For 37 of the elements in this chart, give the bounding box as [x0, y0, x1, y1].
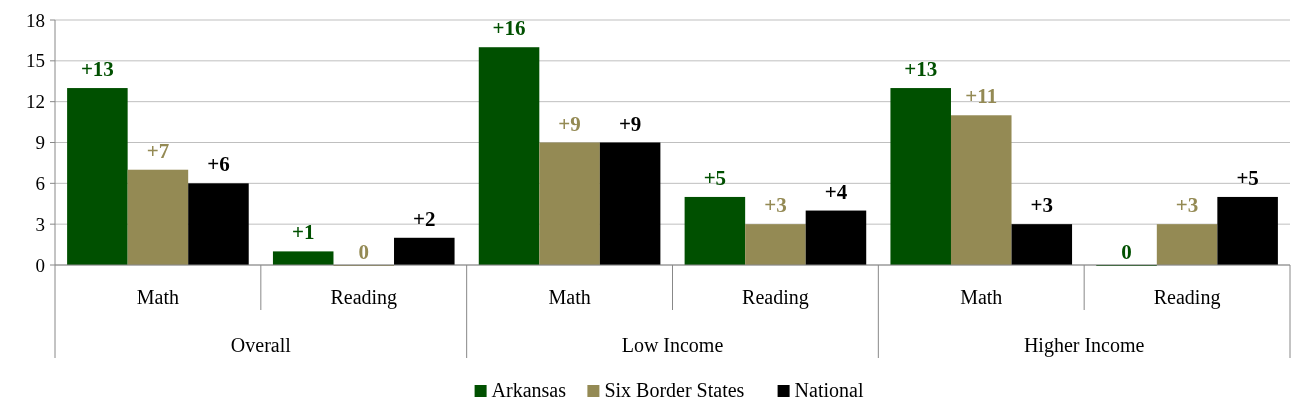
- legend-label: Six Border States: [604, 379, 745, 401]
- y-tick-label: 6: [35, 172, 45, 194]
- y-tick-label: 18: [26, 9, 45, 31]
- data-label: 0: [358, 240, 369, 264]
- y-tick-label: 9: [35, 132, 45, 154]
- legend-label: Arkansas: [491, 379, 567, 401]
- data-label: +7: [146, 138, 170, 163]
- data-label: +9: [558, 111, 581, 136]
- data-label: +13: [80, 57, 114, 82]
- data-label: +3: [764, 193, 787, 218]
- data-label: +9: [618, 111, 642, 136]
- data-label: +16: [492, 16, 526, 41]
- x-tick-label: Reading: [1153, 286, 1221, 309]
- text: Higher Income: [1023, 334, 1145, 357]
- y-tick-label: 15: [26, 50, 45, 72]
- data-label: +3: [1030, 193, 1054, 218]
- data-label: +5: [703, 165, 727, 190]
- data-label: +13: [904, 57, 938, 82]
- data-label: +5: [1236, 165, 1259, 190]
- data-label: +1: [291, 220, 315, 245]
- data-label: +2: [413, 206, 436, 231]
- x-tick-label: Math: [548, 286, 591, 308]
- data-label: +6: [207, 152, 230, 177]
- legend-label: National: [794, 379, 864, 401]
- x-tick-label: Reading: [330, 286, 398, 309]
- y-tick-label: 3: [35, 213, 45, 235]
- text: Overall: [230, 334, 292, 356]
- y-tick-label: 0: [35, 254, 45, 276]
- data-label: 0: [1121, 240, 1132, 264]
- y-tick-label: 12: [26, 91, 45, 113]
- data-label: +11: [965, 84, 998, 109]
- x-tick-label: Math: [136, 286, 180, 308]
- data-label: +4: [824, 179, 848, 204]
- x-tick-label: Math: [960, 286, 1003, 308]
- text: Low Income: [621, 334, 724, 356]
- data-label: +3: [1175, 193, 1199, 218]
- x-tick-label: Reading: [742, 286, 809, 309]
